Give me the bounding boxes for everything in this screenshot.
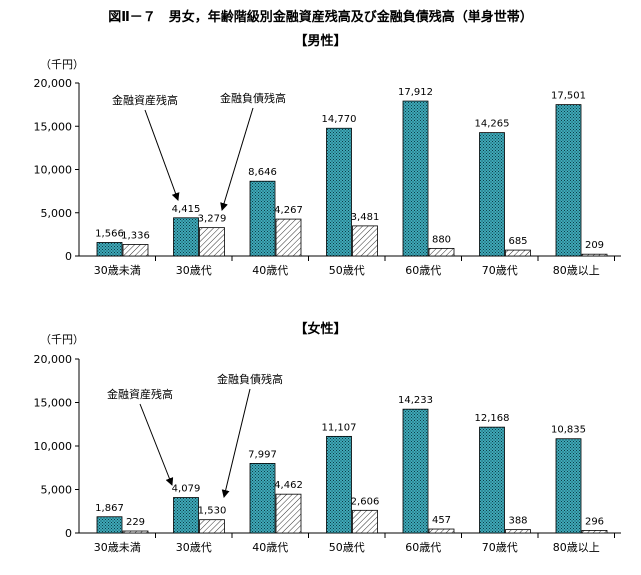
data-label: 10,835 <box>551 425 586 436</box>
debt-annotation: 金融負債残高 <box>220 91 286 105</box>
figure-title: 図Ⅱ－７ 男女，年齢階級別金融資産残高及び金融負債残高（単身世帯） <box>108 10 533 25</box>
y-tick-label: 10,000 <box>34 164 73 177</box>
debt-bar <box>122 244 149 257</box>
data-label: 3,279 <box>198 214 227 225</box>
debt-bar <box>352 225 378 257</box>
x-category-label: 40歳代 <box>252 541 288 554</box>
asset-bar <box>326 435 352 534</box>
data-label: 1,566 <box>95 228 124 239</box>
data-label: 14,233 <box>398 395 433 406</box>
asset-bar <box>249 180 276 257</box>
male-panel-label: 【男性】 <box>294 34 347 49</box>
asset-annotation: 金融資産残高 <box>112 93 178 107</box>
x-category-label: 30歳未満 <box>94 264 141 277</box>
data-label: 880 <box>432 234 451 245</box>
asset-bar <box>479 426 505 534</box>
debt-bar <box>352 509 378 534</box>
data-label: 388 <box>508 516 527 527</box>
male-chart: （千円） 0 5,000 10,000 15,000 20,000 30歳未満 1,5661,… <box>34 58 621 277</box>
x-category-label: 80歳以上 <box>553 264 600 277</box>
y-tick-label: 0 <box>65 527 72 540</box>
data-label: 4,415 <box>172 204 201 215</box>
debt-bar <box>275 493 302 534</box>
debt-bar <box>505 529 531 534</box>
debt-bar <box>581 253 608 257</box>
data-label: 17,501 <box>551 91 586 102</box>
annotation-arrow <box>220 107 254 211</box>
female-panel-label: 【女性】 <box>294 322 347 337</box>
x-category-label: 50歳代 <box>329 541 365 554</box>
y-tick-label: 15,000 <box>34 397 73 410</box>
x-category-label: 60歳代 <box>405 264 441 277</box>
x-category-label: 40歳代 <box>252 264 288 277</box>
debt-bar <box>581 530 608 534</box>
debt-bar <box>122 530 149 534</box>
x-category-label: 70歳代 <box>482 264 518 277</box>
data-label: 11,107 <box>322 422 357 433</box>
y-tick-label: 20,000 <box>34 77 73 90</box>
asset-bar <box>249 463 276 534</box>
y-tick-label: 5,000 <box>41 207 73 220</box>
x-category-label: 80歳以上 <box>553 541 600 554</box>
data-label: 4,267 <box>274 205 303 216</box>
x-category-label: 50歳代 <box>329 264 365 277</box>
data-label: 14,770 <box>322 114 357 125</box>
annotation-arrow <box>144 109 180 201</box>
asset-bar <box>96 242 123 257</box>
data-label: 17,912 <box>398 87 433 98</box>
asset-bar <box>326 127 352 257</box>
unit-label: （千円） <box>40 333 84 346</box>
data-label: 1,336 <box>121 230 150 241</box>
y-tick-label: 10,000 <box>34 440 73 453</box>
asset-bar <box>555 438 582 534</box>
data-label: 3,481 <box>351 212 380 223</box>
data-label: 1,867 <box>95 503 124 514</box>
data-label: 12,168 <box>475 413 510 424</box>
debt-bar <box>428 528 455 534</box>
debt-annotation: 金融負債残高 <box>217 372 283 386</box>
data-label: 14,265 <box>475 119 510 130</box>
data-label: 229 <box>126 517 145 528</box>
y-tick-label: 15,000 <box>34 120 73 133</box>
asset-bar <box>173 497 199 534</box>
unit-label: （千円） <box>40 58 84 71</box>
debt-bar <box>199 519 225 534</box>
data-label: 8,646 <box>248 167 277 178</box>
data-label: 4,079 <box>172 484 201 495</box>
data-label: 2,606 <box>351 496 380 507</box>
data-label: 7,997 <box>248 449 277 460</box>
y-tick-label: 5,000 <box>41 484 73 497</box>
asset-bar <box>555 104 582 257</box>
x-category-label: 70歳代 <box>482 541 518 554</box>
asset-annotation: 金融資産残高 <box>107 387 173 401</box>
y-tick-label: 0 <box>65 250 72 263</box>
annotation-arrow <box>221 388 251 498</box>
asset-bar <box>96 516 123 534</box>
x-category-label: 30歳未満 <box>94 541 141 554</box>
asset-bar <box>479 132 505 257</box>
annotation-arrow <box>139 403 174 486</box>
data-label: 685 <box>508 236 527 247</box>
debt-bar <box>505 249 531 257</box>
asset-bar <box>402 100 429 257</box>
debt-bar <box>199 227 225 257</box>
data-label: 209 <box>585 240 604 251</box>
y-tick-label: 20,000 <box>34 353 73 366</box>
asset-bar <box>173 217 199 257</box>
asset-bar <box>402 408 429 534</box>
data-label: 296 <box>585 516 604 527</box>
x-category-label: 60歳代 <box>405 541 441 554</box>
data-label: 1,530 <box>198 506 227 517</box>
x-category-label: 30歳代 <box>176 264 212 277</box>
x-category-label: 30歳代 <box>176 541 212 554</box>
data-label: 457 <box>432 515 451 526</box>
debt-bar <box>275 218 302 257</box>
debt-bar <box>428 247 455 257</box>
data-label: 4,462 <box>274 480 303 491</box>
female-chart: （千円） 0 5,000 10,000 15,000 20,000 30歳未満 1,86722… <box>34 333 621 554</box>
